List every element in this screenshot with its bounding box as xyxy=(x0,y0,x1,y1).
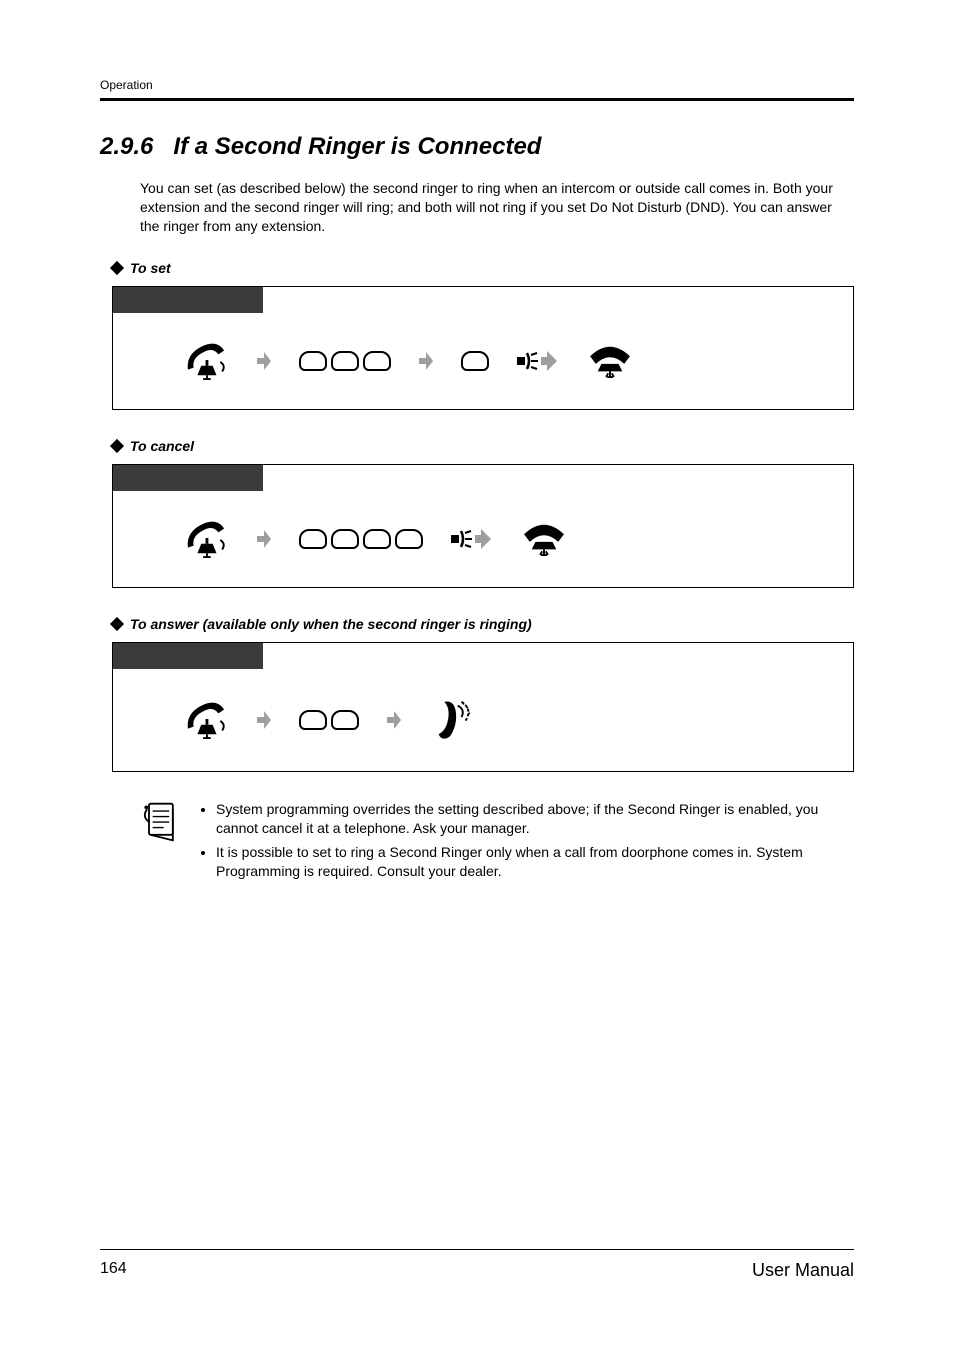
confirmation-tone-icon xyxy=(517,349,557,373)
offhook-icon xyxy=(183,341,229,381)
note-item: It is possible to set to ring a Second R… xyxy=(216,843,854,882)
talk-icon xyxy=(429,697,473,743)
arrow-icon xyxy=(257,530,271,548)
key-icon xyxy=(395,529,423,549)
procedure-box-answer xyxy=(112,642,854,772)
diamond-bullet-icon xyxy=(110,439,124,453)
confirmation-tone-icon xyxy=(451,527,491,551)
procedure-tab xyxy=(113,643,263,669)
offhook-icon xyxy=(183,700,229,740)
key-icon xyxy=(331,529,359,549)
subhead-answer-text: To answer (available only when the secon… xyxy=(130,616,532,632)
procedure-row xyxy=(113,669,853,743)
note-icon xyxy=(140,800,180,844)
section-title: 2.9.6 If a Second Ringer is Connected xyxy=(100,133,854,161)
key-icon xyxy=(299,710,327,730)
page-footer: 164 User Manual xyxy=(100,1249,854,1281)
keypad-keys xyxy=(299,710,359,730)
subhead-cancel: To cancel xyxy=(112,438,854,454)
header-rule xyxy=(100,98,854,101)
key-icon xyxy=(331,710,359,730)
arrow-icon xyxy=(419,352,433,370)
key-icon xyxy=(299,529,327,549)
subhead-cancel-text: To cancel xyxy=(130,438,194,454)
note-block: System programming overrides the setting… xyxy=(140,800,854,886)
arrow-icon xyxy=(387,711,401,729)
section-number: 2.9.6 xyxy=(100,133,153,160)
key-icon xyxy=(363,529,391,549)
subhead-set: To set xyxy=(112,260,854,276)
procedure-tab xyxy=(113,465,263,491)
footer-label: User Manual xyxy=(752,1260,854,1281)
procedure-row xyxy=(113,491,853,559)
page-number: 164 xyxy=(100,1260,127,1281)
subhead-set-text: To set xyxy=(130,260,171,276)
chapter-label: Operation xyxy=(100,78,854,92)
procedure-row xyxy=(113,313,853,381)
arrow-icon xyxy=(257,711,271,729)
section-intro: You can set (as described below) the sec… xyxy=(140,179,854,236)
keypad-keys xyxy=(461,351,489,371)
note-list: System programming overrides the setting… xyxy=(198,800,854,886)
diamond-bullet-icon xyxy=(110,617,124,631)
key-icon xyxy=(331,351,359,371)
diamond-bullet-icon xyxy=(110,261,124,275)
keypad-keys xyxy=(299,351,391,371)
hangup-icon xyxy=(519,521,569,557)
arrow-icon xyxy=(257,352,271,370)
subhead-answer: To answer (available only when the secon… xyxy=(112,616,854,632)
section-title-text: If a Second Ringer is Connected xyxy=(173,133,541,160)
key-icon xyxy=(299,351,327,371)
offhook-icon xyxy=(183,519,229,559)
key-icon xyxy=(461,351,489,371)
procedure-tab xyxy=(113,287,263,313)
footer-rule xyxy=(100,1249,854,1250)
procedure-box-set xyxy=(112,286,854,410)
procedure-box-cancel xyxy=(112,464,854,588)
hangup-icon xyxy=(585,343,635,379)
note-item: System programming overrides the setting… xyxy=(216,800,854,839)
key-icon xyxy=(363,351,391,371)
keypad-keys xyxy=(299,529,423,549)
